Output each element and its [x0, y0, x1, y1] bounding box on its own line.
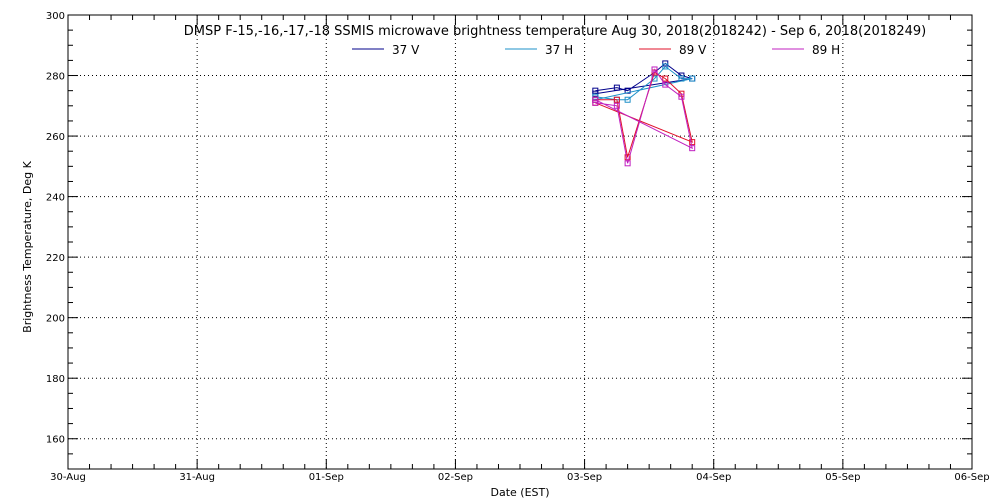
x-tick-label: 04-Sep — [696, 472, 731, 483]
legend-label: 37 H — [545, 43, 573, 57]
legend-label: 37 V — [392, 43, 420, 57]
x-tick-label: 31-Aug — [179, 472, 215, 483]
y-tick-label: 200 — [46, 314, 65, 325]
data-point — [651, 66, 658, 73]
series-89-v — [592, 69, 696, 161]
series-layer — [592, 60, 696, 167]
series-line — [595, 71, 693, 158]
data-point — [678, 75, 685, 82]
y-tick-label: 260 — [46, 132, 65, 143]
data-point — [592, 90, 599, 97]
data-point — [689, 139, 696, 146]
x-tick-label: 06-Sep — [954, 472, 989, 483]
x-tick-label: 05-Sep — [825, 472, 860, 483]
series-line — [595, 65, 693, 101]
y-tick-label: 180 — [46, 374, 65, 385]
data-point — [624, 96, 631, 103]
data-point — [613, 96, 620, 103]
data-point — [613, 102, 620, 109]
data-point — [613, 84, 620, 91]
x-axis: 30-Aug 31-Aug 01-Sep 02-Sep 03-Sep 04-Sep 05-S… — [50, 15, 990, 483]
y-tick-label: 220 — [46, 253, 65, 264]
data-point — [592, 87, 599, 94]
y-tick-label: 280 — [46, 72, 65, 83]
data-point — [689, 145, 696, 152]
x-tick-label: 02-Sep — [438, 472, 473, 483]
x-tick-label: 03-Sep — [567, 472, 602, 483]
data-point — [624, 154, 631, 161]
plot-frame — [67, 14, 973, 470]
series-line — [595, 68, 693, 164]
legend-label: 89 V — [679, 43, 707, 57]
x-tick-label: 30-Aug — [50, 472, 86, 483]
data-point — [662, 75, 669, 82]
data-point — [624, 160, 631, 167]
y-tick-label: 300 — [46, 11, 65, 22]
y-tick-label: 160 — [46, 435, 65, 446]
legend-label: 89 H — [812, 43, 840, 57]
data-point — [592, 99, 599, 106]
grid-lines — [68, 15, 972, 469]
y-axis: 160 180 200 220 240 260 280 300 — [46, 11, 972, 470]
legend: 37 V 37 H 89 V 89 H — [352, 43, 840, 57]
data-point — [678, 93, 685, 100]
series-89-h — [592, 66, 696, 167]
data-point — [662, 81, 669, 88]
y-axis-title: Brightness Temperature, Deg K — [21, 160, 34, 332]
data-point — [592, 96, 599, 103]
data-point — [662, 63, 669, 70]
y-tick-label: 240 — [46, 193, 65, 204]
series-line — [595, 62, 693, 95]
data-point — [689, 75, 696, 82]
x-axis-title: Date (EST) — [490, 486, 549, 499]
chart-title: DMSP F-15,-16,-17,-18 SSMIS microwave br… — [184, 24, 926, 39]
x-tick-label: 01-Sep — [309, 472, 344, 483]
